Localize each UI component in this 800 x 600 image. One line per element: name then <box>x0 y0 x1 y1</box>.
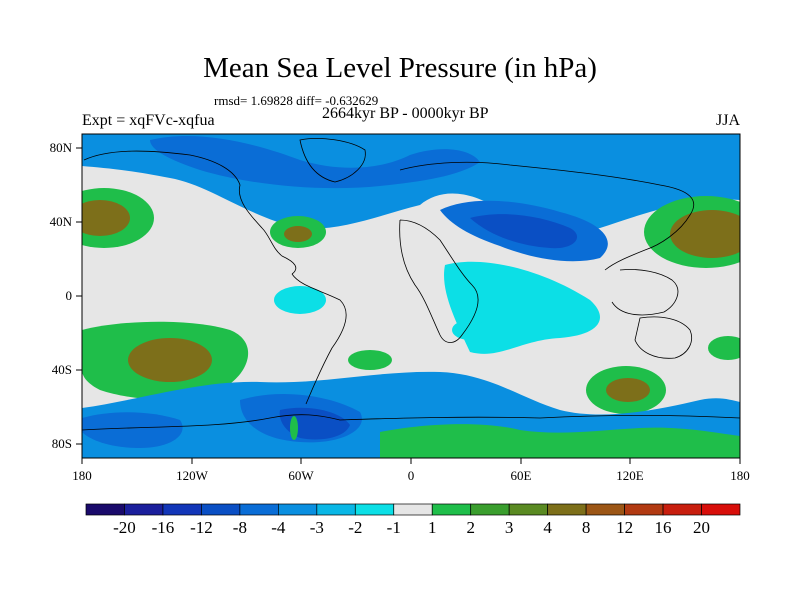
antarctica-coast <box>82 414 740 431</box>
south-pacific-high-core <box>128 338 212 382</box>
arctic-strong-negative <box>150 135 480 189</box>
colorbar-box <box>239 503 279 516</box>
greenland-coast <box>299 138 366 183</box>
north-atlantic-high-core <box>284 226 312 242</box>
colorbar-box <box>162 503 202 516</box>
south-indian-high-core <box>606 378 650 402</box>
north-america-coast <box>83 150 297 275</box>
coastlines <box>82 138 740 431</box>
colorbar-label: -12 <box>190 518 213 537</box>
colorbar-label: 20 <box>693 518 711 537</box>
south-africa-negative <box>452 320 488 340</box>
colorbar-label: -1 <box>386 518 401 537</box>
lat-label-0: 0 <box>65 288 73 303</box>
asia-core-negative <box>470 214 578 249</box>
colorbar-label: -3 <box>309 518 324 537</box>
colorbar-box <box>124 503 164 516</box>
colorbar-label: -20 <box>113 518 136 537</box>
lat-label-40s: 40S <box>51 362 72 377</box>
colorbar-box <box>278 503 318 516</box>
lon-label-60e: 60E <box>510 468 532 483</box>
south-atlantic-high <box>348 350 392 370</box>
stats-line: rmsd= 1.69828 diff= -0.632629 <box>214 93 379 108</box>
lon-label-120e: 120E <box>616 468 644 483</box>
colorbar-box <box>585 503 625 516</box>
colorbar-label: 16 <box>654 518 672 537</box>
north-pacific-high-east-core <box>670 210 740 258</box>
colorbar-box <box>547 503 587 516</box>
lat-label-80n: 80N <box>49 140 72 155</box>
colorbar-box <box>354 503 395 516</box>
lat-label-80s: 80S <box>51 436 72 451</box>
antarctic-positive <box>380 424 740 458</box>
lon-label-180-east: 180 <box>730 468 750 483</box>
eurasia-coast <box>399 161 695 271</box>
colorbar-label: -8 <box>232 518 247 537</box>
colorbar-box <box>431 503 472 516</box>
lon-label-60w: 60W <box>288 468 314 483</box>
experiment-label: Expt = xqFVc-xqfua <box>82 112 215 129</box>
map-title: Mean Sea Level Pressure (in hPa) <box>203 52 597 84</box>
colorbar-box <box>316 503 356 516</box>
tasman-high <box>708 336 740 360</box>
north-pacific-high-west-core <box>82 200 130 236</box>
colorbar-box <box>393 503 433 516</box>
period-label: 2664kyr BP - 0000kyr BP <box>322 105 489 122</box>
colorbar-label: -4 <box>271 518 286 537</box>
colorbar-box <box>201 503 241 516</box>
colorbar-label: 1 <box>427 518 437 537</box>
colorbar-label: 12 <box>616 518 634 537</box>
south-america-coast <box>291 273 347 405</box>
ross-strong-negative <box>82 412 183 448</box>
colorbar-box <box>662 503 702 516</box>
colorbar-box <box>85 503 125 516</box>
colorbar-box <box>470 503 510 516</box>
lat-label-40n: 40N <box>49 214 72 229</box>
colorbar-label: 3 <box>504 518 514 537</box>
colorbar-box <box>624 503 664 516</box>
colorbar <box>85 503 741 516</box>
equatorial-atlantic-negative <box>274 286 326 314</box>
colorbar-box <box>508 503 548 516</box>
maritime-continent-coast <box>611 269 679 316</box>
colorbar-label: -16 <box>151 518 175 537</box>
axis-ticks <box>76 147 741 464</box>
lon-label-180-west: 180 <box>72 468 92 483</box>
season-label: JJA <box>716 112 741 129</box>
australia-coast <box>634 316 692 359</box>
lon-label-0: 0 <box>407 468 415 483</box>
lon-label-120w: 120W <box>176 468 208 483</box>
colorbar-label: -2 <box>348 518 363 537</box>
colorbar-label: 2 <box>466 518 475 537</box>
map-field <box>82 134 740 458</box>
colorbar-label: 4 <box>543 518 552 537</box>
colorbar-box <box>701 503 741 516</box>
antarctic-peninsula-positive <box>290 416 298 440</box>
africa-coast <box>399 219 479 343</box>
colorbar-label: 8 <box>581 518 591 537</box>
